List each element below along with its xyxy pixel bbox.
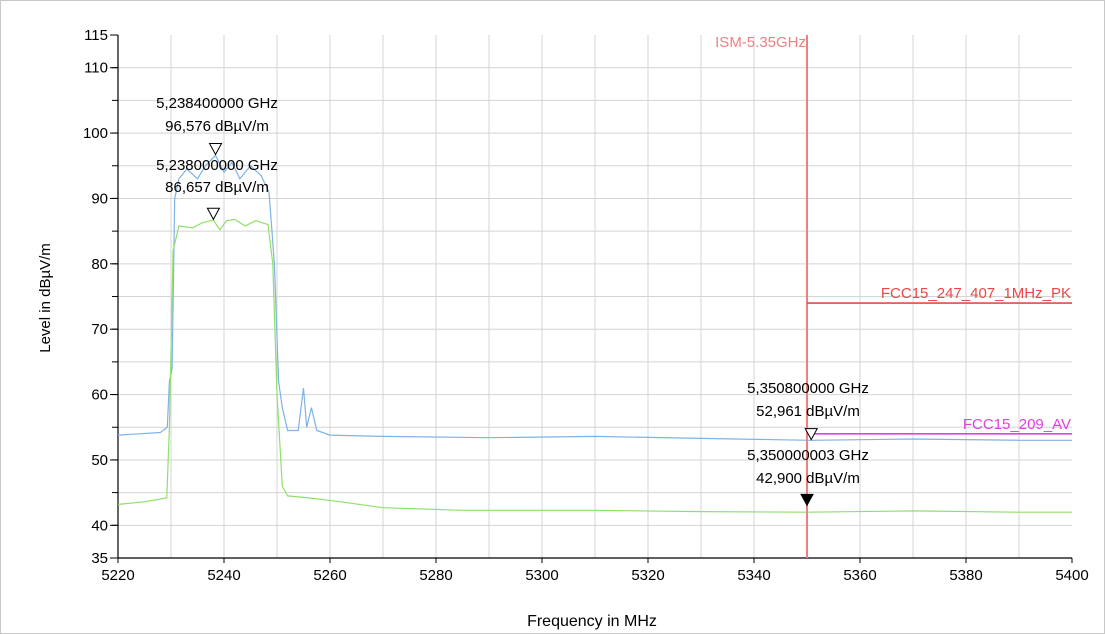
x-axis-label: Frequency in MHz <box>527 613 657 630</box>
marker-frequency-label: 5,350000003 GHz <box>747 447 869 464</box>
y-tick-label: 80 <box>91 256 108 273</box>
x-tick-label: 5380 <box>949 567 982 584</box>
marker-frequency-label: 5,238400000 GHz <box>156 95 278 112</box>
marker-triangle <box>206 207 221 221</box>
marker-frequency-label: 5,238000000 GHz <box>156 157 278 174</box>
y-tick-label: 100 <box>83 125 108 142</box>
series-line-2 <box>117 218 1072 513</box>
y-tick-label: 115 <box>84 27 108 44</box>
y-tick-label: 50 <box>91 452 108 469</box>
marker-frequency-label: 5,350800000 GHz <box>747 380 869 397</box>
x-axis-ticks: 5220 5240 5260 5280 5300 5320 5340 5360 5380 5400 <box>101 558 1089 584</box>
y-tick-label: 70 <box>91 321 108 338</box>
series-layer <box>117 154 1072 513</box>
marker-triangle <box>800 493 814 507</box>
x-tick-label: 5340 <box>737 567 770 584</box>
marker-triangle <box>804 428 819 441</box>
limit-line-label: FCC15_247_407_1MHz_PK <box>881 285 1071 302</box>
y-tick-label: 40 <box>91 517 108 534</box>
marker-level-label: 96,576 dBµV/m <box>165 118 269 135</box>
y-tick-label: 35 <box>91 550 108 567</box>
y-tick-label: 60 <box>91 387 108 404</box>
limit-line-label: FCC15_209_AV <box>963 416 1071 433</box>
x-tick-label: 5220 <box>101 567 134 584</box>
marker-level-label: 52,961 dBµV/m <box>756 403 860 420</box>
limit-lines: ISM-5.35GHz FCC15_247_407_1MHz_PK FCC15_20… <box>715 34 1072 558</box>
x-tick-label: 5360 <box>843 567 876 584</box>
y-tick-label: 110 <box>84 60 108 77</box>
y-tick-label: 90 <box>91 190 108 207</box>
series-line-1 <box>117 154 1072 441</box>
x-tick-label: 5300 <box>525 567 558 584</box>
y-axis-ticks: 35 40 50 60 70 80 90 100 110 115 <box>83 27 118 567</box>
x-tick-label: 5260 <box>313 567 346 584</box>
x-tick-label: 5320 <box>631 567 664 584</box>
y-axis-label: Level in dBµV/m <box>37 243 54 353</box>
grid <box>118 35 1072 558</box>
marker-level-label: 86,657 dBµV/m <box>165 179 269 196</box>
x-tick-label: 5280 <box>419 567 452 584</box>
marker-triangle <box>208 142 223 156</box>
vertical-marker-label: ISM-5.35GHz <box>715 34 806 51</box>
marker-layer: 5,238400000 GHz 96,576 dBµV/m 5,238000000 … <box>156 95 869 507</box>
x-tick-label: 5240 <box>207 567 240 584</box>
x-tick-label: 5400 <box>1055 567 1088 584</box>
marker-level-label: 42,900 dBµV/m <box>756 470 860 487</box>
